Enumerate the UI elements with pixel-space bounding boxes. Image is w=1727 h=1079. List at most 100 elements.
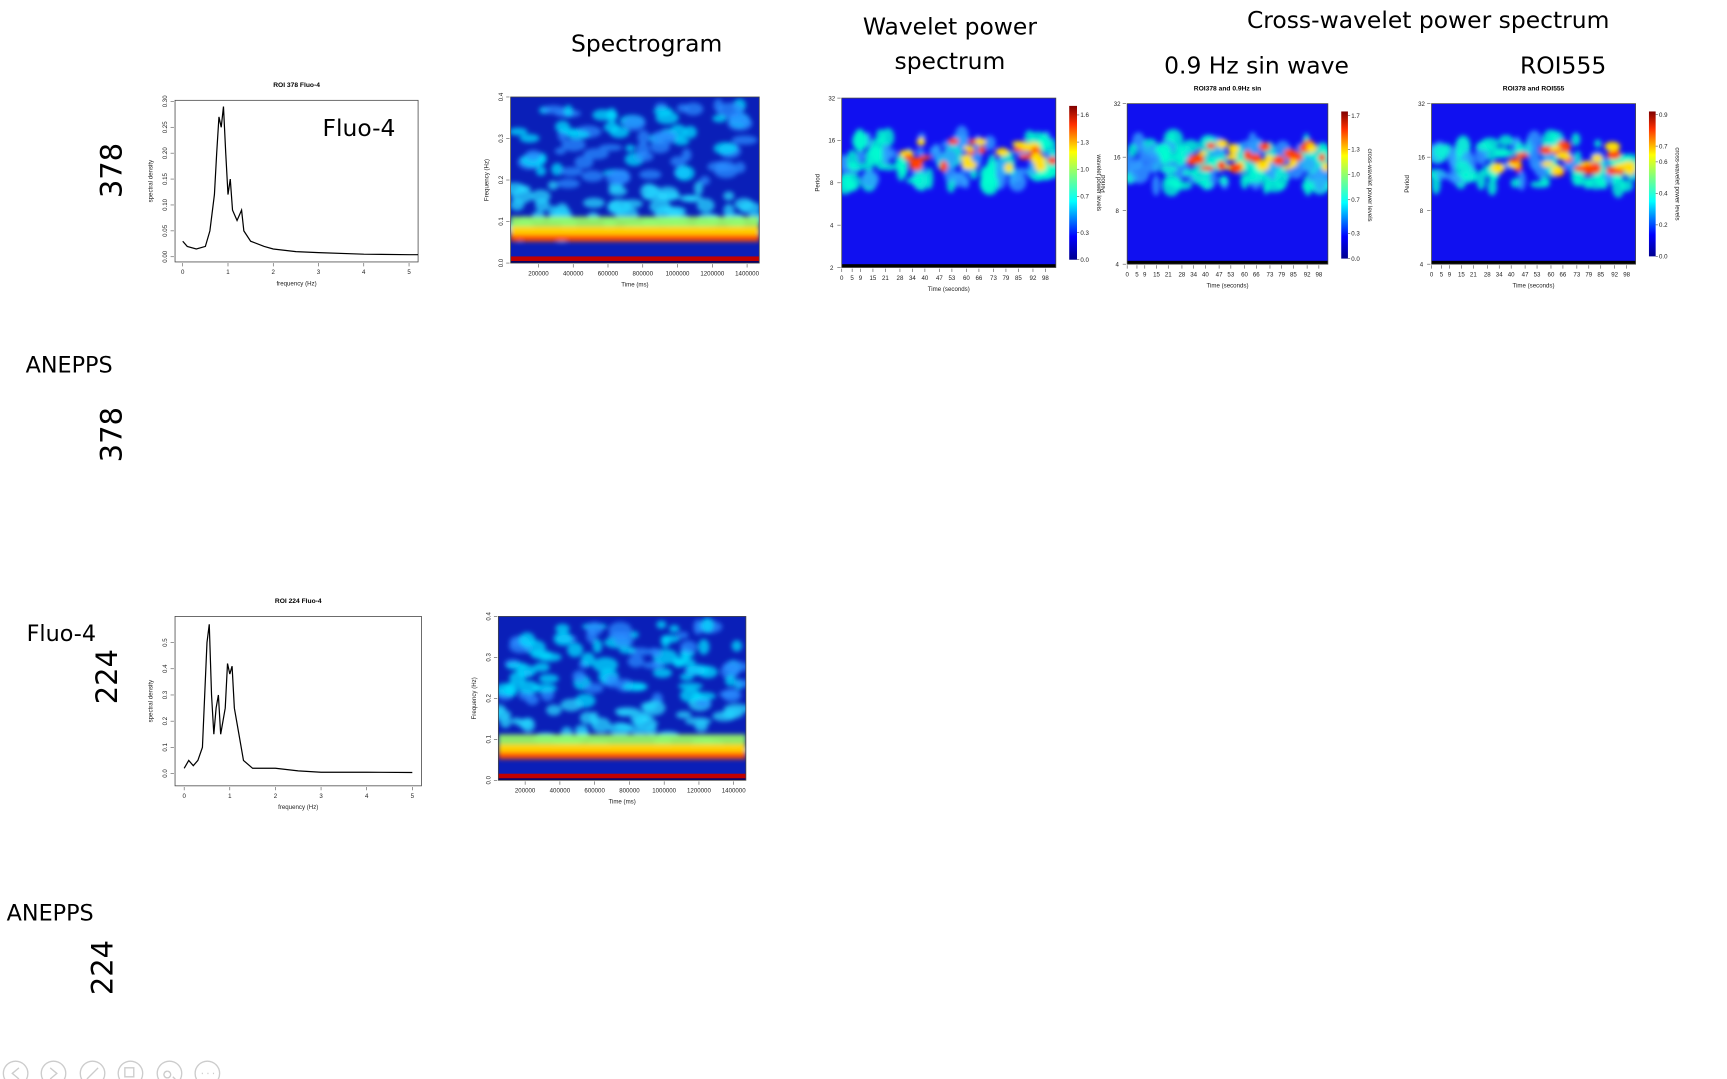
x-tick-label: 800000 [619,788,640,795]
blob [655,111,679,125]
blob [592,639,603,654]
blob [673,137,690,146]
y-tick-label: 4 [830,222,834,229]
x-tick-label: 5 [1440,271,1444,278]
blob [1299,156,1317,173]
x-tick-label: 15 [1153,271,1160,278]
blob [675,710,692,719]
blob [609,126,630,139]
row-label: 224 [86,940,120,995]
blob [1032,152,1041,161]
blob [1527,130,1542,150]
blob [605,674,620,688]
blob [1228,143,1239,155]
blob [592,109,613,121]
plot: ROI 224 Fluo-4 0 1 2 3 4 5 0.0 0.1 0.2 0.3 0.4 0.5 fr… [148,598,422,811]
blob [509,671,526,686]
blob [1160,165,1178,174]
blob [915,148,925,156]
heatmap-blobs [1127,128,1328,197]
x-tick-label: 85 [1290,271,1297,278]
x-tick-label: 60 [1548,271,1555,278]
plot: ROI378 and ROI555 0 5 9 15 21 28 34 40 47 53 60 66 73… [1404,85,1680,289]
blob [1162,174,1181,197]
blob [583,148,609,160]
y-tick-label: 0.4 [162,664,169,673]
blob [599,144,623,151]
blob [1152,174,1161,196]
zoom-button[interactable] [156,1060,183,1079]
y-axis-label: Frequency (Hz) [471,677,478,719]
y-tick-label: 32 [1418,101,1425,108]
prev-button[interactable] [2,1060,29,1079]
x-tick-label: 15 [870,275,877,282]
x-tick-label: 47 [1216,271,1223,278]
x-tick-label: 85 [1597,271,1604,278]
density-line [182,106,419,256]
x-tick-label: 53 [1534,271,1541,278]
blob [961,177,970,189]
blob [1250,153,1262,164]
blob [1604,141,1621,152]
x-tick-label: 0 [840,275,844,282]
more-button[interactable] [194,1060,221,1079]
plot-title: ROI 224 Fluo-4 [275,598,322,605]
x-tick-label: 47 [1522,271,1529,278]
heatmap [841,98,1056,268]
blob [685,664,710,676]
bottom-band [1127,260,1328,265]
blob [1591,154,1603,162]
blob [707,161,728,172]
x-tick-label: 1200000 [687,788,711,795]
blob [1259,142,1271,152]
heatmap [510,96,760,264]
blob [627,655,645,668]
blob [563,105,573,117]
blob [977,146,986,154]
blob [1539,176,1550,186]
blob [1499,149,1515,158]
blob [853,128,867,152]
blob [572,670,586,683]
row-label: 378 [95,143,129,198]
colorbar-tick-label: 0.0 [1351,256,1360,263]
blob [678,682,703,690]
blob [511,188,533,204]
blob [683,102,704,116]
blob [535,166,547,176]
x-tick-label: 21 [1470,271,1477,278]
blob [1515,152,1529,159]
pen-button[interactable] [79,1060,106,1079]
blob [560,167,583,177]
blob [519,133,540,143]
x-tick-label: 66 [1253,271,1260,278]
blob [881,143,891,166]
blob [919,155,932,160]
x-tick-label: 0 [181,269,185,276]
blob [608,621,632,638]
blob [677,631,689,639]
colorbar-tick-label: 1.3 [1080,139,1089,146]
blob [542,105,565,115]
blob [1611,173,1625,198]
blob [643,185,661,193]
band [510,226,760,237]
colorbar-label: cross-wavelet power levels [1674,147,1681,220]
x-tick-label: 98 [1315,271,1322,278]
blob [651,649,662,658]
x-tick-label: 1 [228,793,232,800]
colorbar-tick-label: 1.3 [1351,147,1360,154]
blob [660,634,680,643]
x-tick-label: 73 [1267,271,1274,278]
next-button[interactable] [40,1060,67,1079]
x-tick-label: 92 [1030,275,1037,282]
blob [841,173,855,195]
y-axis-label: Period [1100,174,1107,192]
blob [698,639,710,655]
blob [916,137,926,146]
y-tick-label: 0.2 [498,175,505,184]
blob [574,155,594,169]
slides-button[interactable] [117,1060,144,1079]
blob [1008,171,1027,192]
